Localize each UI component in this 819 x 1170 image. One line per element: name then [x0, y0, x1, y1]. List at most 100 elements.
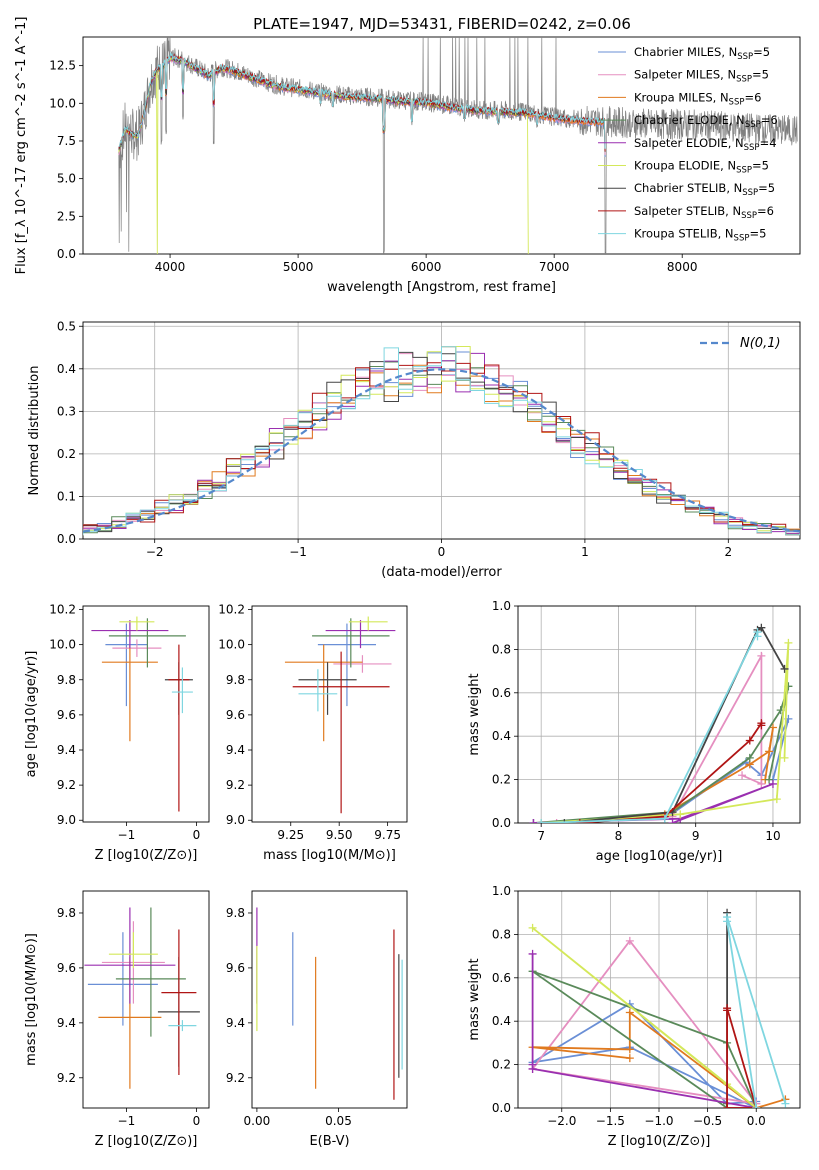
x-tick-label: −1.5 — [596, 1114, 625, 1128]
y-tick-label: 9.8 — [57, 906, 76, 920]
y-tick-label: 0.4 — [57, 362, 76, 376]
y-tick-label: 0.6 — [492, 686, 511, 700]
weight-point-marker — [753, 632, 762, 641]
y-tick-label: 0.4 — [492, 1014, 511, 1028]
mass_vs_EBV-axes: 0.00 0.05 9.2 9.4 9.6 9.8 E(B-V) — [226, 890, 408, 1149]
model-spectrum-line — [118, 56, 606, 156]
weight-point-marker — [528, 1060, 537, 1069]
weight-point-marker — [575, 819, 584, 823]
x-tick-label: 0 — [193, 828, 201, 842]
weight-point-marker — [745, 753, 754, 762]
y-tick-label: 9.2 — [57, 1071, 76, 1085]
y-tick-label: 9.2 — [57, 778, 76, 792]
legend-value: =4 — [760, 136, 777, 150]
age_vs_Z-frame — [82, 605, 210, 823]
weight-point-marker — [757, 651, 766, 660]
y-axis-label: Flux [f_λ 10^-17 erg cm^-2 s^-1 A^-1] — [14, 17, 29, 275]
y-tick-label: 7.5 — [57, 134, 76, 148]
weight-series-line — [726, 912, 757, 1108]
x-tick-label: 10 — [765, 829, 780, 843]
weight-point-marker — [723, 1104, 732, 1108]
y-tick-label: 10.2 — [49, 603, 76, 617]
y-tick-label: 9.4 — [226, 1016, 245, 1030]
legend-subscript: SSP — [736, 75, 752, 85]
x-tick-label: 5000 — [283, 260, 314, 274]
x-axis-label: age [log10(age/yr)] — [596, 849, 723, 864]
weight-series-line — [532, 927, 757, 1108]
y-tick-label: 2.5 — [57, 209, 76, 223]
model-spectrum-line — [118, 57, 606, 158]
x-tick-label: −1 — [118, 1114, 136, 1128]
x-tick-label: 9.75 — [374, 828, 401, 842]
weight-series-line — [533, 718, 790, 823]
residuals-frame — [82, 321, 801, 540]
weight-series-line — [541, 631, 759, 823]
weight-series-line — [564, 626, 786, 823]
age_vs_Z-axes: −1 0 9.0 9.2 9.4 9.6 9.8 10.0 10.2 Z [log10(Z/Z⊙)… — [24, 603, 210, 863]
weight-point-marker — [723, 917, 732, 926]
y-tick-label: 12.5 — [49, 59, 76, 73]
y-tick-label: 9.4 — [226, 743, 245, 757]
weight-point-marker — [757, 623, 766, 632]
weight-series-line — [531, 953, 757, 1108]
legend-entry: Chabrier STELIB, NSSP=5 — [634, 181, 775, 198]
y-tick-label: 9.4 — [57, 743, 76, 757]
spectrum-lines — [118, 37, 798, 254]
y-tick-label: 9.8 — [226, 906, 245, 920]
x-tick-label: −1.0 — [644, 1114, 673, 1128]
weight-point-marker — [752, 1104, 761, 1108]
legend-value: =5 — [752, 159, 769, 173]
y-tick-label: 0.6 — [492, 971, 511, 985]
weight-series-line — [556, 652, 763, 823]
x-axis-label: E(B-V) — [309, 1134, 349, 1149]
y-tick-label: 1.0 — [492, 599, 511, 613]
y-tick-label: 0.4 — [492, 729, 511, 743]
legend-entry: Kroupa STELIB, NSSP=5 — [634, 227, 766, 244]
mass_vs_Z-frame — [82, 890, 210, 1109]
x-tick-label: 0.05 — [325, 1114, 352, 1128]
x-tick-label: −2 — [146, 545, 164, 559]
y-tick-label: 9.4 — [57, 1016, 76, 1030]
mass_vs_EBV-errorbars — [256, 907, 403, 1100]
legend-entry: Chabrier MILES, NSSP=5 — [634, 45, 770, 62]
model-spectrum-line — [118, 55, 606, 152]
legend-entry: Chabrier ELODIE, NSSP=6 — [634, 113, 778, 130]
weight-point-marker — [757, 779, 766, 788]
weight-point-marker — [528, 923, 537, 932]
weight-point-marker — [723, 1006, 732, 1015]
weight-point-marker — [625, 936, 634, 945]
legend-subscript: SSP — [729, 97, 745, 107]
weight-point-marker — [765, 775, 774, 784]
y-tick-label: 10.2 — [218, 603, 245, 617]
y-tick-label: 0.2 — [492, 773, 511, 787]
weight-series-line — [532, 1010, 786, 1108]
x-axis-label: Z [log10(Z/Z⊙)] — [608, 1134, 711, 1149]
y-tick-label: 9.8 — [226, 673, 245, 687]
y-tick-label: 0.8 — [492, 927, 511, 941]
weight-point-marker — [757, 721, 766, 730]
y-axis-label: Normed distribution — [27, 366, 42, 496]
legend-subscript: SSP — [742, 188, 758, 198]
legend-subscript: SSP — [741, 211, 757, 221]
x-tick-label: 0.00 — [244, 1114, 271, 1128]
y-tick-label: 0.1 — [57, 489, 76, 503]
legend-value: =5 — [753, 45, 770, 59]
weight-point-marker — [529, 819, 538, 823]
legend-entry: N(0,1) — [740, 336, 781, 351]
x-axis-label: (data-model)/error — [381, 565, 502, 580]
y-tick-label: 10.0 — [49, 96, 76, 110]
weight-point-marker — [738, 771, 747, 780]
x-tick-label: 9 — [692, 829, 700, 843]
weight-point-marker — [625, 1008, 634, 1017]
y-tick-label: 0.8 — [492, 642, 511, 656]
x-tick-label: 7 — [537, 829, 545, 843]
y-tick-label: 0.2 — [492, 1058, 511, 1072]
age_vs_mass-errorbars — [284, 616, 396, 814]
residual-histogram-step — [83, 346, 800, 536]
x-axis-label: Z [log10(Z/Z⊙)] — [95, 848, 198, 863]
weight-point-marker — [784, 638, 793, 647]
x-tick-label: 2 — [724, 545, 732, 559]
weight_vs_Z-frame — [517, 890, 801, 1109]
x-tick-label: 1 — [581, 545, 589, 559]
weight_vs_age-frame — [517, 605, 801, 824]
